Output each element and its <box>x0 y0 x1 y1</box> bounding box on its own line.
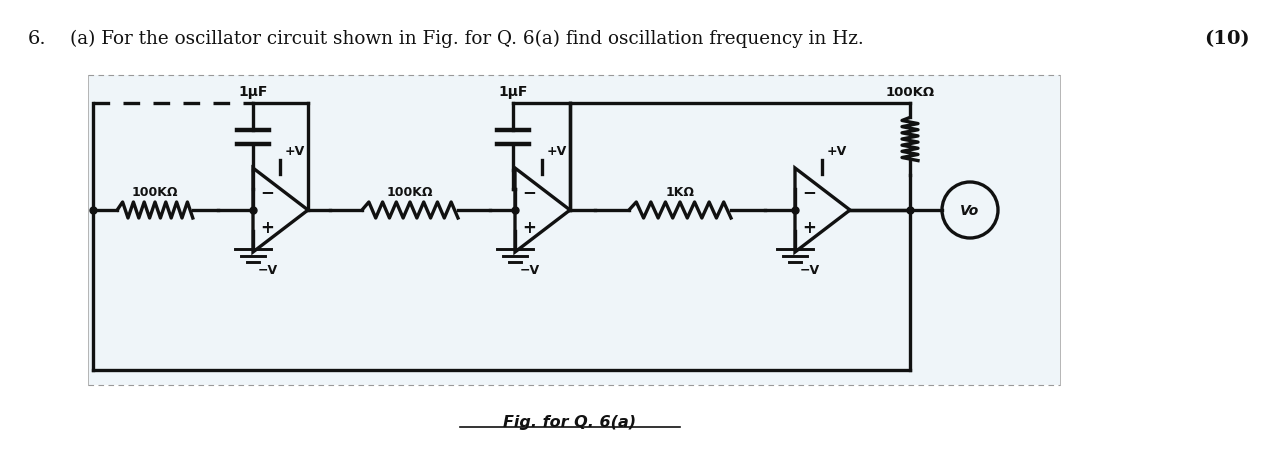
Text: 100KΩ: 100KΩ <box>885 86 935 99</box>
Text: −V: −V <box>521 264 540 277</box>
Text: Fig. for Q. 6(a): Fig. for Q. 6(a) <box>504 415 637 430</box>
Text: +V: +V <box>284 145 304 158</box>
Text: −: − <box>260 183 274 202</box>
Text: (a) For the oscillator circuit shown in Fig. for Q. 6(a) find oscillation freque: (a) For the oscillator circuit shown in … <box>70 30 863 48</box>
Text: +: + <box>802 219 816 236</box>
Text: −V: −V <box>799 264 820 277</box>
Text: +: + <box>522 219 536 236</box>
Text: (10): (10) <box>1205 30 1250 48</box>
Text: 1KΩ: 1KΩ <box>665 186 694 199</box>
Text: −: − <box>522 183 536 202</box>
Text: 1μF: 1μF <box>499 85 528 99</box>
Text: +V: +V <box>826 145 847 158</box>
Text: 1μF: 1μF <box>238 85 267 99</box>
Text: 100KΩ: 100KΩ <box>132 186 178 199</box>
Text: +V: +V <box>546 145 567 158</box>
Text: 6.: 6. <box>28 30 46 48</box>
Text: 100KΩ: 100KΩ <box>386 186 434 199</box>
FancyBboxPatch shape <box>88 75 1060 385</box>
Text: −: − <box>802 183 816 202</box>
Text: +: + <box>260 219 274 236</box>
Text: −V: −V <box>258 264 278 277</box>
Text: Vo: Vo <box>961 204 980 218</box>
